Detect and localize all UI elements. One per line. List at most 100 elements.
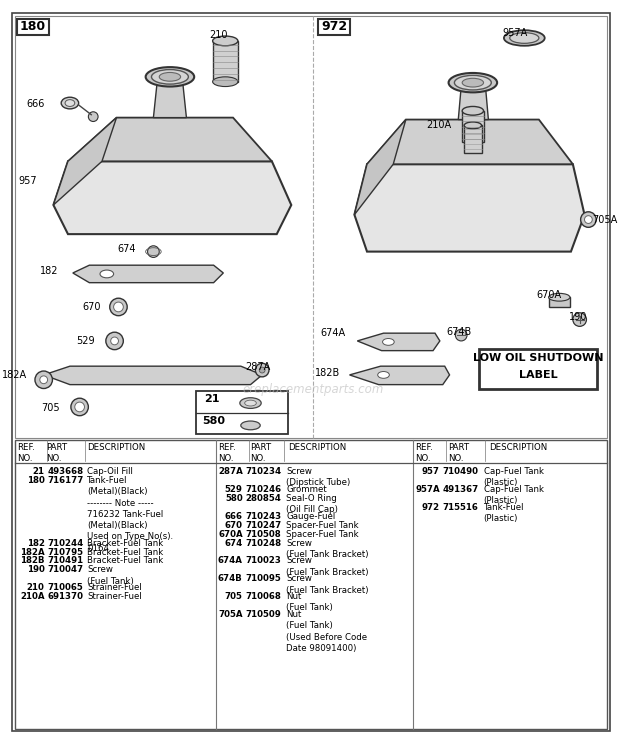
Text: 705A: 705A (592, 215, 618, 225)
Text: 957A: 957A (415, 485, 440, 494)
Text: 710491: 710491 (47, 557, 84, 565)
Ellipse shape (245, 400, 256, 406)
Polygon shape (350, 366, 450, 385)
Bar (462, 111, 484, 142)
Text: 182B: 182B (314, 368, 340, 378)
Text: Bracket-Fuel Tank: Bracket-Fuel Tank (87, 539, 164, 548)
Text: ereplacementparts.com: ereplacementparts.com (242, 383, 383, 396)
Text: REF.
NO.: REF. NO. (17, 443, 35, 463)
Polygon shape (53, 118, 117, 205)
Text: Nut
(Fuel Tank)
(Used Before Code
Date 98091400): Nut (Fuel Tank) (Used Before Code Date 9… (286, 610, 368, 652)
Text: 705A: 705A (218, 610, 243, 619)
Text: 670A: 670A (218, 530, 243, 539)
Ellipse shape (61, 97, 79, 109)
Ellipse shape (241, 421, 260, 430)
Polygon shape (53, 161, 291, 234)
Text: Spacer-Fuel Tank: Spacer-Fuel Tank (286, 521, 359, 530)
Circle shape (89, 112, 98, 121)
Text: 190: 190 (569, 312, 587, 322)
Text: 21: 21 (33, 467, 45, 476)
Text: REF.
NO.: REF. NO. (218, 443, 236, 463)
Text: 210A: 210A (20, 592, 45, 601)
Circle shape (111, 337, 118, 344)
Text: 674B: 674B (446, 327, 472, 337)
Text: Spacer-Fuel Tank: Spacer-Fuel Tank (286, 530, 359, 539)
Text: 493668: 493668 (47, 467, 84, 476)
Text: Strainer-Fuel: Strainer-Fuel (87, 592, 142, 601)
Ellipse shape (510, 33, 539, 43)
Text: 674A: 674A (321, 328, 346, 339)
Text: DESCRIPTION: DESCRIPTION (87, 443, 146, 452)
Bar (464, 126, 482, 153)
Ellipse shape (146, 67, 194, 86)
Circle shape (148, 246, 159, 257)
Text: Screw
(Fuel Tank Bracket): Screw (Fuel Tank Bracket) (286, 574, 369, 594)
Text: 670A: 670A (536, 290, 561, 301)
Ellipse shape (151, 69, 188, 84)
Text: Grommet: Grommet (286, 485, 327, 494)
Text: 710248: 710248 (246, 539, 281, 548)
Circle shape (580, 212, 596, 228)
Text: 710247: 710247 (246, 521, 281, 530)
Text: 710065: 710065 (48, 583, 84, 592)
Circle shape (71, 398, 89, 416)
Circle shape (573, 312, 587, 327)
Ellipse shape (449, 73, 497, 92)
Text: Seal-O Ring
(Oil Fill Cap): Seal-O Ring (Oil Fill Cap) (286, 494, 339, 514)
Circle shape (455, 330, 467, 341)
Text: Cap-Oil Fill: Cap-Oil Fill (87, 467, 133, 476)
Circle shape (106, 332, 123, 350)
Text: PART
NO.: PART NO. (250, 443, 272, 463)
Circle shape (585, 216, 592, 223)
Text: 210: 210 (210, 31, 228, 40)
Polygon shape (355, 120, 406, 215)
Text: 710023: 710023 (246, 557, 281, 565)
Text: 190: 190 (27, 565, 45, 574)
Text: Screw
(Fuel Tank Bracket): Screw (Fuel Tank Bracket) (286, 539, 369, 559)
Ellipse shape (464, 122, 482, 129)
Text: 21: 21 (204, 394, 219, 404)
Text: 670: 670 (82, 302, 101, 312)
Text: 674B: 674B (218, 574, 243, 583)
Ellipse shape (462, 78, 484, 87)
Text: 715516: 715516 (443, 503, 479, 512)
Bar (479, 349, 597, 389)
Bar (14, 440, 607, 729)
Circle shape (255, 363, 269, 377)
Polygon shape (367, 120, 573, 164)
Ellipse shape (504, 31, 545, 46)
Text: 972: 972 (321, 19, 347, 33)
Text: 710490: 710490 (443, 467, 479, 476)
Text: Tank-Fuel
(Plastic): Tank-Fuel (Plastic) (484, 503, 524, 523)
Text: 710243: 710243 (246, 512, 281, 521)
Text: PART
NO.: PART NO. (46, 443, 68, 463)
Polygon shape (458, 86, 489, 120)
Text: DESCRIPTION: DESCRIPTION (489, 443, 547, 452)
Text: 710795: 710795 (48, 548, 84, 557)
Text: 280854: 280854 (246, 494, 281, 503)
Text: 710246: 710246 (246, 485, 281, 494)
Ellipse shape (383, 339, 394, 345)
Text: 710047: 710047 (47, 565, 84, 574)
Text: 710508: 710508 (246, 530, 281, 539)
Text: 716177: 716177 (47, 476, 84, 485)
Ellipse shape (65, 100, 75, 106)
Text: PART
NO.: PART NO. (449, 443, 470, 463)
Text: 180: 180 (27, 476, 45, 485)
Bar (14, 16, 607, 438)
Text: 957: 957 (18, 176, 37, 186)
Circle shape (259, 367, 265, 373)
Text: Gauge-Fuel: Gauge-Fuel (286, 512, 335, 521)
Text: 674: 674 (224, 539, 243, 548)
Ellipse shape (100, 270, 113, 278)
Polygon shape (153, 80, 187, 118)
Ellipse shape (213, 77, 238, 86)
Ellipse shape (549, 293, 570, 301)
Text: 666: 666 (224, 512, 243, 521)
Text: 957: 957 (422, 467, 440, 476)
Text: 182B: 182B (20, 557, 45, 565)
Bar (196, 391, 288, 434)
Text: Screw
(Fuel Tank Bracket): Screw (Fuel Tank Bracket) (286, 557, 369, 577)
Text: Cap-Fuel Tank
(Plastic): Cap-Fuel Tank (Plastic) (484, 467, 544, 487)
Text: 210: 210 (27, 583, 45, 592)
